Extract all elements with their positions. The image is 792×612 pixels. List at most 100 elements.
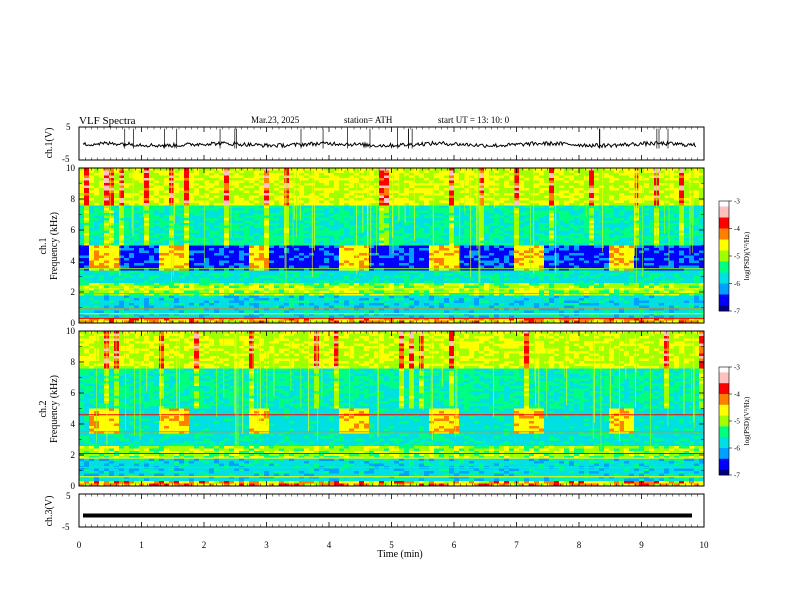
spectrogram-cell <box>79 170 85 174</box>
spectrogram-cell <box>104 213 110 216</box>
spectrogram-cell <box>369 320 375 323</box>
spectrogram-cell <box>359 225 365 229</box>
spectrogram-cell <box>229 220 235 224</box>
spectrogram-cell <box>139 303 145 306</box>
spectrogram-cell <box>274 313 280 316</box>
spectrogram-cell <box>124 270 130 274</box>
spectrogram-cell <box>409 243 415 246</box>
spectrogram-cell <box>174 278 180 281</box>
spectrogram-cell <box>329 260 335 264</box>
spectrogram-cell <box>254 258 260 261</box>
spectrogram-cell <box>274 215 280 219</box>
spectrogram-cell <box>144 198 150 201</box>
spectrogram-cell <box>459 318 465 321</box>
spectrogram-cell <box>249 245 255 249</box>
spectrogram-cell <box>304 235 310 239</box>
spectrogram-cell <box>204 173 210 176</box>
spectrogram-cell <box>379 178 385 181</box>
spectrogram-cell <box>249 275 255 279</box>
spectrogram-cell <box>344 245 350 249</box>
spectrogram-cell <box>209 295 215 299</box>
spectrogram-cell <box>239 305 245 309</box>
spectrogram-cell <box>279 170 285 174</box>
spectrogram-cell <box>474 275 480 279</box>
spectrogram-cell <box>104 190 110 194</box>
spectrogram-cell <box>404 215 410 219</box>
spectrogram-cell <box>134 185 140 189</box>
spectrogram-cell <box>414 240 420 244</box>
spectrogram-cell <box>234 223 240 226</box>
spectrogram-cell <box>164 295 170 299</box>
spectrogram-cell <box>94 218 100 221</box>
spectrogram-cell <box>424 255 430 259</box>
spectrogram-cell <box>189 313 195 316</box>
spectrogram-cell <box>299 210 305 214</box>
spectrogram-cell <box>379 310 385 314</box>
spectrogram-cell <box>319 168 325 171</box>
spectrogram-cell <box>194 188 200 191</box>
spectrogram-cell <box>304 283 310 286</box>
spectrogram-cell <box>319 180 325 184</box>
spectrogram-cell <box>209 183 215 186</box>
spectrogram-cell <box>359 283 365 286</box>
spectrogram-cell <box>174 220 180 224</box>
spectrogram-cell <box>344 263 350 266</box>
spectrogram-cell <box>89 220 95 224</box>
spectrogram-cell <box>139 305 145 309</box>
spectrogram-cell <box>144 310 150 314</box>
spectrogram-cell <box>194 273 200 276</box>
spectrogram-cell <box>439 210 445 214</box>
spectrogram-cell <box>119 175 125 179</box>
spectrogram-cell <box>209 315 215 319</box>
spectrogram-cell <box>234 238 240 241</box>
spectrogram-cell <box>234 320 240 323</box>
spectrogram-cell <box>424 305 430 309</box>
spectrogram-cell <box>409 208 415 211</box>
spectrogram-cell <box>234 268 240 271</box>
spectrogram-cell <box>89 173 95 176</box>
spectrogram-cell <box>319 298 325 301</box>
spectrogram-cell <box>189 258 195 261</box>
spectrogram-cell <box>259 240 265 244</box>
spectrogram-cell <box>179 303 185 306</box>
spectrogram-cell <box>359 235 365 239</box>
spectrogram-cell <box>419 235 425 239</box>
spectrogram-cell <box>99 258 105 261</box>
spectrogram-cell <box>424 273 430 276</box>
spectrogram-cell <box>264 305 270 309</box>
spectrogram-cell <box>174 313 180 316</box>
spectrogram-cell <box>204 270 210 274</box>
spectrogram-cell <box>129 250 135 254</box>
spectrogram-cell <box>334 318 340 321</box>
spectrogram-cell <box>239 178 245 181</box>
spectrogram-cell <box>439 180 445 184</box>
figure-start-time: start UT = 13: 10: 0 <box>438 115 510 125</box>
spectrogram-cell <box>159 290 165 294</box>
spectrogram-cell <box>349 170 355 174</box>
spectrogram-cell <box>199 168 205 171</box>
spectrogram-cell <box>184 268 190 271</box>
spectrogram-cell <box>214 263 220 266</box>
spectrogram-cell <box>234 278 240 281</box>
spectrogram-cell <box>304 223 310 226</box>
spectrogram-cell <box>364 175 370 179</box>
spectrogram-cell <box>94 245 100 249</box>
spectrogram-cell <box>144 315 150 319</box>
spectrogram-cell <box>339 233 345 236</box>
spectrogram-cell <box>249 198 255 201</box>
spectrogram-cell <box>299 243 305 246</box>
spectrogram-cell <box>274 220 280 224</box>
spectrogram-cell <box>409 273 415 276</box>
spectrogram-cell <box>84 310 90 314</box>
spectrogram-cell <box>434 270 440 274</box>
spectrogram-cell <box>429 230 435 234</box>
spectrogram-cell <box>204 238 210 241</box>
spectrogram-cell <box>279 268 285 271</box>
spectrogram-cell <box>264 210 270 214</box>
spectrogram-cell <box>299 193 305 196</box>
spectrogram-cell <box>414 260 420 264</box>
spectrogram-cell <box>324 168 330 171</box>
spectrogram-cell <box>394 210 400 214</box>
spectrogram-cell <box>114 205 120 209</box>
spectrogram-cell <box>369 203 375 206</box>
